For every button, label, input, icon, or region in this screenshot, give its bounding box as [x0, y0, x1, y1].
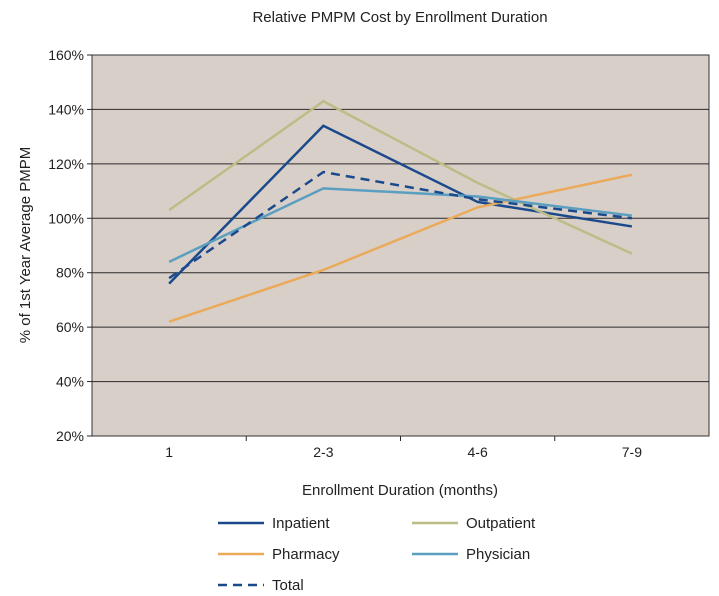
series-line-outpatient: [168, 99, 633, 255]
legend-label-pharmacy: Pharmacy: [272, 546, 340, 563]
x-tick-label: 2-3: [313, 444, 333, 460]
x-tick-label: 1: [165, 444, 173, 460]
y-axis-label: % of 1st Year Average PMPM: [17, 147, 34, 344]
x-axis: 1 2-3 4-6 7-9: [165, 436, 642, 460]
y-tick-label: 20%: [56, 428, 84, 444]
series-line-pharmacy: [168, 173, 633, 323]
chart-title: Relative PMPM Cost by Enrollment Duratio…: [252, 9, 547, 26]
y-tick-label: 80%: [56, 265, 84, 281]
x-axis-label: Enrollment Duration (months): [302, 482, 498, 499]
y-axis: 20% 40% 60% 80% 100% 120% 140% 160%: [48, 47, 92, 444]
x-tick-label: 4-6: [468, 444, 488, 460]
y-tick-label: 60%: [56, 319, 84, 335]
legend-label-outpatient: Outpatient: [466, 515, 536, 532]
legend: Inpatient Outpatient Pharmacy Physician Tota…: [218, 515, 536, 594]
y-tick-label: 160%: [48, 47, 84, 63]
series-lines: [168, 99, 633, 323]
y-tick-label: 40%: [56, 374, 84, 390]
y-tick-label: 120%: [48, 156, 84, 172]
series-line-inpatient: [168, 124, 633, 285]
series-line-total: [168, 170, 633, 280]
y-tick-label: 100%: [48, 210, 84, 226]
plot-area: [91, 54, 710, 437]
y-tick-label: 140%: [48, 101, 84, 117]
legend-label-total: Total: [272, 577, 304, 594]
x-tick-label: 7-9: [622, 444, 642, 460]
legend-label-inpatient: Inpatient: [272, 515, 330, 532]
legend-label-physician: Physician: [466, 546, 530, 563]
